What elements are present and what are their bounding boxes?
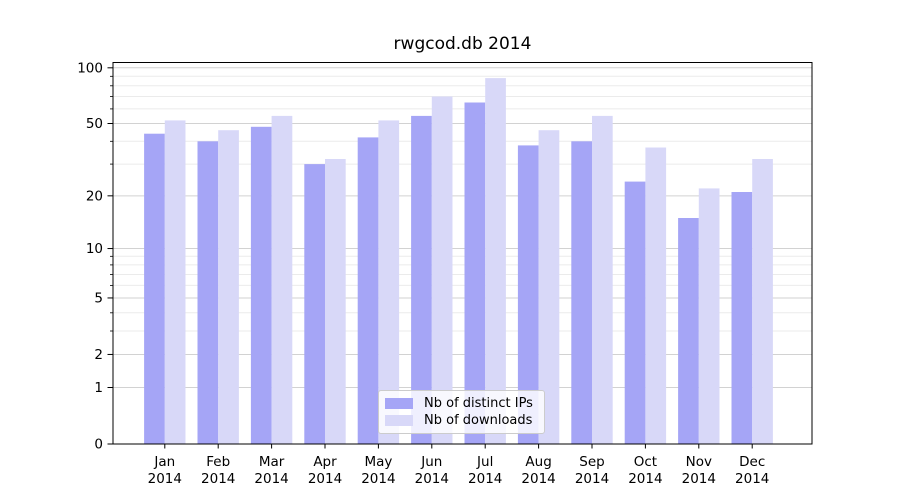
x-tick-label-year-aug: 2014 [521, 471, 555, 487]
y-tick-label-100: 100 [77, 60, 103, 76]
x-tick-label-year-jun: 2014 [415, 471, 449, 487]
legend-item-distinct-ips: Nb of distinct IPs [385, 397, 538, 410]
x-tick-label-month-oct: Oct [634, 454, 657, 470]
bar-downloads-oct [645, 147, 667, 444]
x-tick-label-month-jul: Jul [476, 454, 493, 470]
bar-downloads-jul [485, 78, 506, 444]
bar-downloads-aug [538, 130, 560, 444]
x-tick-label-year-jul: 2014 [468, 471, 502, 487]
x-tick-label-year-dec: 2014 [735, 471, 769, 487]
bar-distinct-ips-jan [144, 133, 165, 444]
y-tick-label-50: 50 [86, 116, 103, 132]
bar-distinct-ips-may [357, 137, 379, 444]
bar-downloads-apr [325, 159, 346, 444]
chart-title: rwgcod.db 2014 [393, 34, 532, 54]
legend-box: Nb of distinct IPs Nb of downloads [378, 390, 545, 434]
bar-distinct-ips-sep [571, 141, 592, 445]
x-tick-label-month-aug: Aug [525, 454, 551, 470]
x-tick-label-month-nov: Nov [686, 454, 712, 470]
bar-distinct-ips-aug [517, 145, 539, 444]
bar-distinct-ips-jul [464, 102, 486, 444]
bar-downloads-jan [164, 120, 186, 445]
plot-border [112, 62, 813, 445]
y-tick-label-5: 5 [94, 290, 103, 306]
x-tick-label-month-feb: Feb [206, 454, 230, 470]
legend-label-distinct-ips: Nb of distinct IPs [424, 396, 533, 411]
x-tick-label-month-mar: Mar [259, 454, 285, 470]
x-tick-label-year-apr: 2014 [308, 471, 342, 487]
x-tick-label-month-may: May [364, 454, 392, 470]
bar-downloads-jun [431, 96, 453, 444]
bar-downloads-nov [698, 188, 720, 444]
bar-distinct-ips-mar [250, 126, 272, 445]
bar-downloads-dec [752, 159, 773, 444]
legend-label-downloads: Nb of downloads [424, 413, 533, 428]
axis-labels: 0125102050100Jan2014Feb2014Mar2014Apr201… [77, 60, 769, 487]
x-tick-label-year-sep: 2014 [575, 471, 609, 487]
x-tick-label-year-feb: 2014 [201, 471, 235, 487]
x-tick-label-month-sep: Sep [579, 454, 604, 470]
bar-distinct-ips-jun [411, 115, 432, 445]
x-tick-label-month-apr: Apr [313, 454, 337, 470]
y-tick-label-2: 2 [94, 347, 103, 363]
x-tick-label-month-jun: Jun [420, 454, 442, 470]
y-tick-label-1: 1 [94, 380, 103, 396]
bar-downloads-mar [271, 115, 293, 445]
x-tick-label-year-jan: 2014 [148, 471, 182, 487]
x-tick-label-month-dec: Dec [739, 454, 765, 470]
axes [107, 62, 813, 449]
x-tick-label-year-mar: 2014 [254, 471, 288, 487]
y-tick-label-0: 0 [94, 437, 103, 453]
legend-item-downloads: Nb of downloads [385, 414, 538, 427]
bar-distinct-ips-oct [624, 181, 646, 444]
bar-distinct-ips-apr [304, 164, 325, 444]
bar-distinct-ips-dec [731, 192, 753, 444]
x-tick-label-year-nov: 2014 [682, 471, 716, 487]
x-tick-label-year-may: 2014 [361, 471, 395, 487]
y-tick-label-20: 20 [86, 188, 103, 204]
legend-swatch-distinct-ips [385, 398, 413, 409]
y-tick-label-10: 10 [86, 241, 103, 257]
bar-distinct-ips-feb [197, 141, 219, 445]
bars [144, 78, 773, 445]
x-tick-label-month-jan: Jan [153, 454, 175, 470]
legend-swatch-downloads [385, 415, 413, 426]
bar-distinct-ips-nov [678, 218, 699, 444]
bar-downloads-feb [218, 130, 239, 444]
bar-downloads-sep [592, 115, 613, 445]
x-tick-label-year-oct: 2014 [628, 471, 662, 487]
bar-downloads-may [378, 120, 400, 445]
